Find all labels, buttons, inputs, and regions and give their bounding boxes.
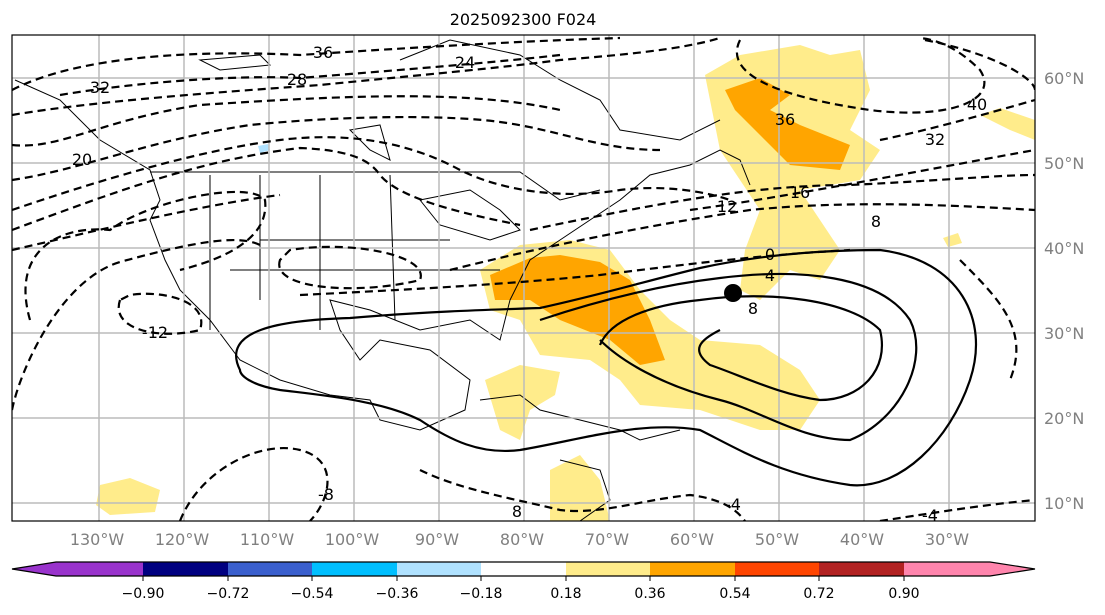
svg-text:20: 20 [72,150,92,169]
svg-text:130°W: 130°W [70,530,125,549]
colorbar-segment [481,562,566,576]
svg-text:4: 4 [765,266,775,285]
map-title: 2025092300 F024 [450,10,597,29]
colorbar-segment [819,562,904,576]
map-frame [11,34,1036,522]
contour-labels: 36 28 24 32 20 -12 40 36 32 16 12 8 0 4 … [72,43,987,525]
colorbar-segment [143,562,228,576]
svg-text:10°N: 10°N [1044,494,1084,513]
colorbar-tick-label: −0.36 [376,586,419,602]
svg-text:-4: -4 [725,495,741,514]
svg-text:-8: -8 [318,485,334,504]
solid-contours [235,248,978,487]
svg-text:30°N: 30°N [1044,324,1084,343]
svg-text:50°W: 50°W [755,530,799,549]
colorbar-segment [12,562,143,576]
svg-text:28: 28 [287,70,307,89]
colorbar-segment [650,562,735,576]
colorbar-tick-label: −0.72 [207,586,250,602]
colorbar-segment [397,562,481,576]
svg-text:8: 8 [748,299,758,318]
colorbar-tick-label: −0.90 [122,586,165,602]
svg-text:40: 40 [967,95,987,114]
colorbar-tick-label: 0.18 [550,586,581,602]
svg-text:100°W: 100°W [325,530,380,549]
colorbar-tick-label: 0.90 [888,586,919,602]
colorbar-outline [11,561,1036,577]
colorbar-tick-label: 0.72 [803,586,834,602]
svg-text:36: 36 [313,43,333,62]
colorbar: −0.90 −0.72 −0.54 −0.36 −0.18 0.18 0.36 0.54 0.7… [11,561,1036,602]
svg-text:70°W: 70°W [585,530,629,549]
svg-text:0: 0 [765,245,775,264]
svg-text:60°N: 60°N [1044,69,1084,88]
map-panel: 36 28 24 32 20 -12 40 36 32 16 12 8 0 4 … [11,34,1036,525]
svg-text:24: 24 [455,53,475,72]
colorbar-segment [904,562,1035,576]
svg-text:30°W: 30°W [925,530,969,549]
svg-text:36: 36 [775,110,795,129]
svg-text:40°W: 40°W [840,530,884,549]
svg-text:50°N: 50°N [1044,154,1084,173]
colorbar-segment [312,562,397,576]
colorbar-tick-label: −0.18 [460,586,503,602]
colorbar-tick-label: 0.54 [719,586,750,602]
svg-text:12: 12 [717,197,737,216]
svg-text:-4: -4 [922,506,938,525]
svg-text:90°W: 90°W [415,530,459,549]
svg-text:110°W: 110°W [240,530,295,549]
colorbar-tick-label: −0.54 [291,586,334,602]
svg-text:32: 32 [90,78,110,97]
colorbar-segment [735,562,819,576]
shaded-positive-anomaly [96,45,1035,521]
svg-text:32: 32 [925,130,945,149]
longitude-labels: 130°W 120°W 110°W 100°W 90°W 80°W 70°W 6… [70,530,969,549]
svg-text:80°W: 80°W [500,530,544,549]
colorbar-tick-label: 0.36 [634,586,665,602]
latitude-labels: 60°N 50°N 40°N 30°N 20°N 10°N [1044,69,1084,513]
gridlines [12,35,1035,521]
svg-text:8: 8 [512,502,522,521]
svg-text:16: 16 [790,183,810,202]
svg-text:-12: -12 [142,323,168,342]
storm-center-marker [724,284,742,302]
svg-text:40°N: 40°N [1044,239,1084,258]
svg-text:60°W: 60°W [670,530,714,549]
colorbar-segment [566,562,650,576]
svg-text:120°W: 120°W [155,530,210,549]
svg-text:8: 8 [871,212,881,231]
dashed-contours [12,36,1035,521]
colorbar-segment [228,562,312,576]
svg-text:20°N: 20°N [1044,409,1084,428]
